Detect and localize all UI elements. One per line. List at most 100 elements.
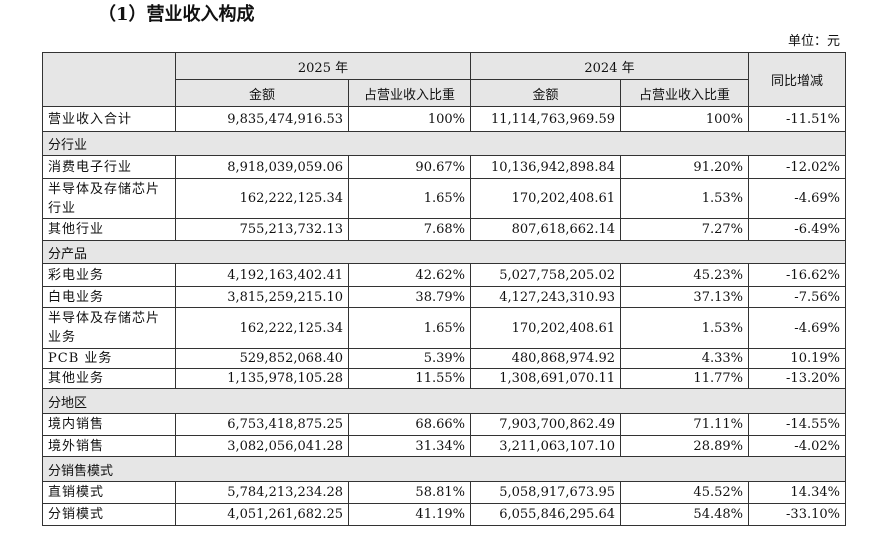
section-row: 分产品	[42, 240, 846, 264]
value-cell: 755,213,732.13	[175, 218, 349, 241]
value-cell: 529,852,068.40	[175, 348, 349, 369]
year-header: 2025 年	[175, 52, 471, 80]
value-cell: 7.27%	[620, 218, 749, 241]
value-cell: 68.66%	[348, 413, 471, 436]
data-row: 半导体及存储芯片业务 162,222,125.34 1.65% 170,202,408…	[42, 307, 846, 349]
title: （1）营业收入构成	[98, 4, 255, 25]
data-row: 消费电子行业 8,918,039,059.06 90.67% 10,136,942,8…	[42, 155, 846, 179]
value-cell: 45.23%	[620, 263, 749, 287]
table-body: 2025 年 2024 年 同比增减 金额 占营业收入比重 金额 占营业收入比重…	[42, 52, 846, 526]
value-cell: 100%	[348, 106, 471, 132]
row-label-text: 半导体及存储芯片行业	[48, 181, 161, 216]
section-row: 分销售模式	[42, 456, 846, 482]
revenue-table: 2025 年 2024 年 同比增减 金额 占营业收入比重 金额 占营业收入比重…	[42, 52, 846, 526]
value-cell: -12.02%	[748, 155, 846, 179]
value-cell: -13.20%	[748, 368, 846, 389]
value-cell: -14.55%	[748, 413, 846, 436]
value-cell: 37.13%	[620, 286, 749, 308]
value-cell: 91.20%	[620, 155, 749, 179]
value-cell: 162,222,125.34	[175, 307, 349, 349]
row-label: 直销模式	[42, 481, 176, 504]
row-label: 营业收入合计	[42, 106, 176, 132]
value-cell: 5,027,758,205.02	[470, 263, 621, 287]
row-label: 其他行业	[42, 218, 176, 241]
data-row: 境内销售 6,753,418,875.25 68.66% 7,903,700,862.…	[42, 413, 846, 436]
value-cell: 4,192,163,402.41	[175, 263, 349, 287]
value-cell: -33.10%	[748, 503, 846, 526]
section-row: 分地区	[42, 388, 846, 414]
value-cell: 3,211,063,107.10	[470, 435, 621, 457]
row-label: 境内销售	[42, 413, 176, 436]
section-label: 分销售模式	[42, 456, 846, 482]
data-row: 白电业务 3,815,259,215.10 38.79% 4,127,243,310.…	[42, 286, 846, 308]
data-row: PCB 业务 529,852,068.40 5.39% 480,868,974.92 4…	[42, 348, 846, 369]
value-cell: 1.65%	[348, 178, 471, 219]
value-cell: 480,868,974.92	[470, 348, 621, 369]
value-cell: 31.34%	[348, 435, 471, 457]
header-row: 金额 占营业收入比重 金额 占营业收入比重	[43, 79, 846, 107]
value-cell: -6.49%	[748, 218, 846, 241]
value-cell: 5,058,917,673.95	[470, 481, 621, 504]
value-cell: 1,135,978,105.28	[175, 368, 349, 389]
row-label-text: 境外销售	[48, 438, 105, 454]
row-label-text: 消费电子行业	[48, 159, 133, 175]
row-label-text: 其他业务	[48, 371, 105, 386]
row-label-text: PCB 业务	[48, 351, 113, 366]
value-cell: 3,082,056,041.28	[175, 435, 349, 457]
row-label: 半导体及存储芯片行业	[42, 178, 176, 219]
change-header: 同比增减	[748, 52, 846, 107]
row-label: PCB 业务	[42, 348, 176, 369]
value-cell: 5.39%	[348, 348, 471, 369]
year-header: 2024 年	[470, 52, 749, 80]
value-cell: 4,127,243,310.93	[470, 286, 621, 308]
value-cell: 6,753,418,875.25	[175, 413, 349, 436]
value-cell: 100%	[620, 106, 749, 132]
corner-cell	[42, 52, 176, 107]
value-cell: 38.79%	[348, 286, 471, 308]
data-row: 营业收入合计 9,835,474,916.53 100% 11,114,763,969…	[42, 106, 846, 132]
column-header: 金额	[175, 79, 349, 107]
value-cell: 71.11%	[620, 413, 749, 436]
value-cell: 90.67%	[348, 155, 471, 179]
row-label: 境外销售	[42, 435, 176, 457]
value-cell: 10.19%	[748, 348, 846, 369]
value-cell: 1.65%	[348, 307, 471, 349]
row-label: 其他业务	[42, 368, 176, 389]
value-cell: -4.02%	[748, 435, 846, 457]
data-row: 分销模式 4,051,261,682.25 41.19% 6,055,846,295.…	[42, 503, 846, 526]
section-label: 分行业	[42, 131, 846, 156]
row-label-text: 半导体及存储芯片业务	[48, 311, 161, 345]
value-cell: 162,222,125.34	[175, 178, 349, 219]
section-label: 分地区	[42, 388, 846, 414]
value-cell: 41.19%	[348, 503, 471, 526]
data-row: 彩电业务 4,192,163,402.41 42.62% 5,027,758,205.…	[42, 263, 846, 287]
value-cell: 7,903,700,862.49	[470, 413, 621, 436]
value-cell: -11.51%	[748, 106, 846, 132]
value-cell: 7.68%	[348, 218, 471, 241]
row-label: 半导体及存储芯片业务	[42, 307, 176, 349]
value-cell: 10,136,942,898.84	[470, 155, 621, 179]
value-cell: 1,308,691,070.11	[470, 368, 621, 389]
column-header: 金额	[470, 79, 621, 107]
row-label-text: 白电业务	[48, 289, 105, 305]
data-row: 境外销售 3,082,056,041.28 31.34% 3,211,063,107.…	[42, 435, 846, 457]
row-label-text: 彩电业务	[48, 267, 105, 283]
row-label-text: 直销模式	[48, 485, 105, 500]
value-cell: 6,055,846,295.64	[470, 503, 621, 526]
value-cell: 1.53%	[620, 307, 749, 349]
value-cell: -16.62%	[748, 263, 846, 287]
value-cell: 807,618,662.14	[470, 218, 621, 241]
data-row: 其他业务 1,135,978,105.28 11.55% 1,308,691,070.…	[42, 368, 846, 389]
header-row: 2025 年 2024 年 同比增减	[42, 52, 846, 107]
row-label: 消费电子行业	[42, 155, 176, 179]
value-cell: 11,114,763,969.59	[470, 106, 621, 132]
value-cell: 5,784,213,234.28	[175, 481, 349, 504]
value-cell: 170,202,408.61	[470, 178, 621, 219]
value-cell: 170,202,408.61	[470, 307, 621, 349]
value-cell: 11.55%	[348, 368, 471, 389]
value-cell: -4.69%	[748, 307, 846, 349]
value-cell: -4.69%	[748, 178, 846, 219]
section-label: 分产品	[42, 240, 846, 264]
section-row: 分行业	[42, 131, 846, 156]
